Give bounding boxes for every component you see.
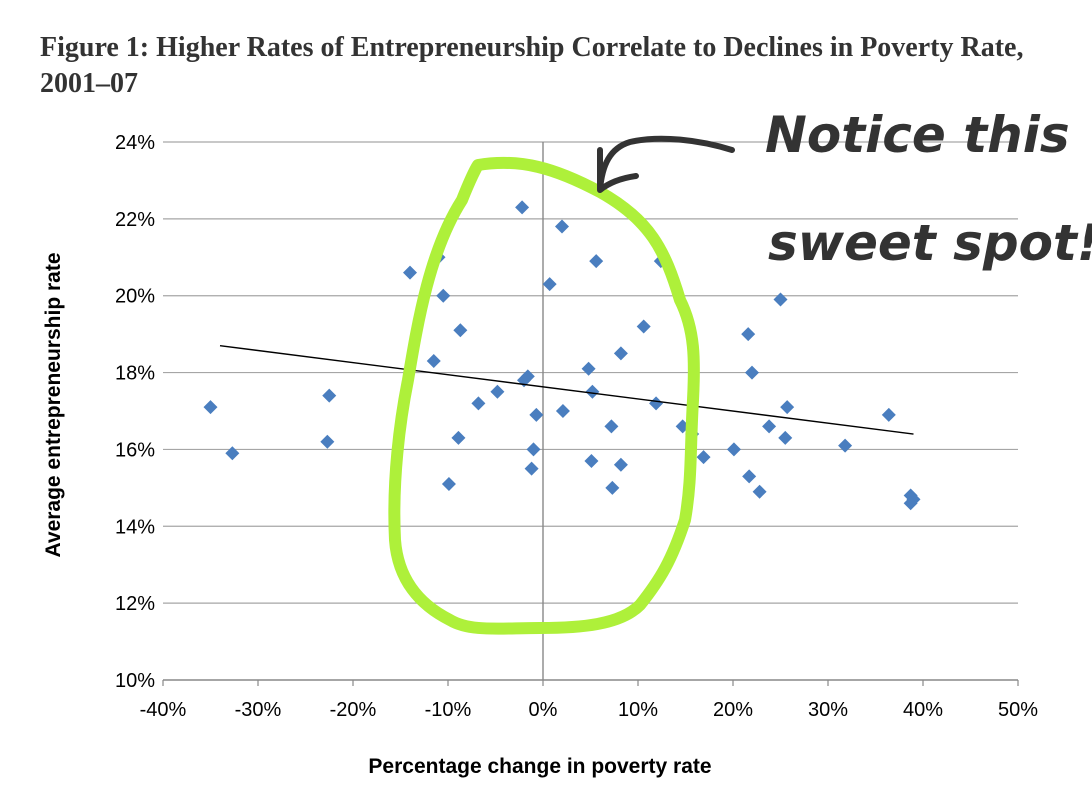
data-point [741,327,756,342]
data-point [453,323,468,338]
data-point [320,434,335,449]
data-point [762,419,777,434]
annotation-line-1: Notice this [765,106,1070,164]
data-point [604,419,619,434]
data-point [436,288,451,303]
data-point [520,369,535,384]
x-tick-label: 20% [713,699,753,721]
x-tick-label: 40% [903,699,943,721]
x-tick-labels: -40% -30% -20% -10% 0% 10% 20% 30% 40% 50% [140,680,1038,721]
data-point [524,461,539,476]
data-point [451,430,466,445]
y-axis-title: Average entrepreneurship rate [42,252,65,557]
y-tick-label: 14% [115,516,155,538]
annotation-line-2: sweet spot! [768,214,1092,272]
arrow-annotation [597,135,735,193]
data-point [726,442,741,457]
data-point [581,361,596,376]
x-tick-label: 10% [618,699,658,721]
data-point [881,407,896,422]
y-tick-label: 16% [115,439,155,461]
x-tick-label: -20% [330,699,377,721]
chart-title: Figure 1: Higher Rates of Entrepreneursh… [40,32,1024,99]
data-point [649,396,664,411]
data-point [636,319,651,334]
data-point [542,277,557,292]
y-tick-label: 12% [115,593,155,615]
data-point [471,396,486,411]
x-axis-title: Percentage change in poverty rate [368,755,711,778]
data-points [203,200,921,511]
x-tick-label: 30% [808,699,848,721]
data-point [838,438,853,453]
data-point [515,200,530,215]
y-tick-label: 20% [115,286,155,308]
data-point [555,404,570,418]
data-point [605,480,620,495]
data-point [403,265,417,280]
x-tick-label: -30% [235,699,282,721]
x-tick-label: 50% [998,699,1038,721]
y-tick-labels: 10% 12% 14% 16% 18% 20% 22% 24% [115,132,155,692]
x-tick-label: 0% [529,699,558,721]
y-tick-label: 18% [115,363,155,385]
data-point [585,384,600,399]
y-tick-label: 24% [115,132,155,154]
x-tick-label: -10% [425,699,472,721]
data-point [555,219,569,234]
y-tick-label: 10% [115,670,155,692]
data-point [742,469,757,484]
data-point [441,477,456,492]
data-point [529,407,544,422]
data-point [613,457,628,472]
data-point [426,354,441,369]
highlight-circle [388,156,700,635]
data-point [584,453,599,468]
data-point [778,430,793,445]
data-point [526,442,541,457]
trendline [219,344,914,435]
data-point [613,346,628,361]
data-point [780,400,795,415]
data-point [322,388,337,403]
y-tick-label: 22% [115,209,155,231]
data-point [903,496,918,511]
data-point [203,400,218,415]
data-point [490,384,505,399]
data-point [745,365,759,380]
data-point [225,446,240,461]
data-point [696,450,711,465]
gridlines [163,141,1018,604]
data-point [589,254,604,269]
data-point [752,484,767,499]
data-point [773,292,788,307]
x-tick-label: -40% [140,699,187,721]
